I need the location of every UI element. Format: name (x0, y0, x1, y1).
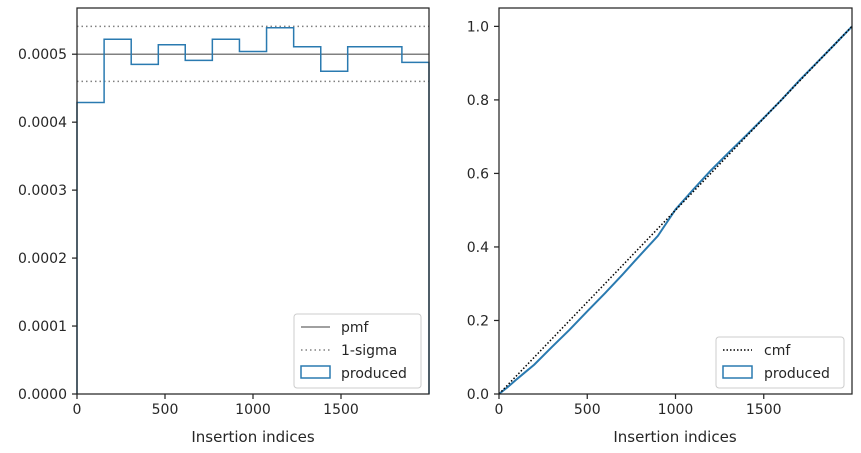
pmf-x-tick-label: 0 (73, 402, 82, 418)
cmf-ticks: 0 500 1000 1500 0.0 0.2 0.4 0.6 0.8 1.0 (467, 19, 782, 418)
cmf-y-tick-label: 0.4 (467, 240, 489, 256)
pmf-y-tick-label: 0.0004 (18, 115, 67, 131)
pmf-y-tick-label: 0.0003 (18, 183, 67, 199)
cmf-axes-frame (498, 7, 853, 395)
pmf-x-tick-label: 1000 (235, 402, 271, 418)
cmf-x-tick-label: 0 (495, 402, 504, 418)
cmf-x-tick-label: 500 (574, 402, 601, 418)
produced-legend-swatch (300, 365, 331, 379)
produced-cdf-legend-label: produced (764, 366, 830, 382)
cmf-x-tick-label: 1000 (658, 402, 694, 418)
pmf-legend-box (293, 313, 422, 389)
pmf-panel: 0 500 1000 1500 0.0000 0.0001 0.0002 0.0003 0.00… (18, 7, 430, 446)
produced-histogram-step (76, 26, 430, 394)
cmf-panel: 0 500 1000 1500 0.0 0.2 0.4 0.6 0.8 1.0 Insertion… (467, 7, 853, 446)
cmf-plot-area (498, 25, 853, 395)
cmf-y-tick-label: 1.0 (467, 19, 489, 35)
cmf-y-tick-label: 0.2 (467, 313, 489, 329)
cmf-y-tick-label: 0.8 (467, 93, 489, 109)
pmf-y-tick-label: 0.0001 (18, 319, 67, 335)
pmf-x-tick-label: 1500 (323, 402, 359, 418)
pmf-y-tick-label: 0.0002 (18, 251, 67, 267)
cmf-legend: cmf produced (715, 336, 845, 389)
cmf-y-tick-label: 0.6 (467, 166, 489, 182)
pmf-ticks: 0 500 1000 1500 0.0000 0.0001 0.0002 0.0003 0.00… (18, 47, 359, 418)
pmf-x-axis-title: Insertion indices (191, 428, 314, 446)
cmf-line (498, 25, 853, 395)
cmf-x-tick-label: 1500 (746, 402, 782, 418)
pmf-x-tick-label: 500 (152, 402, 179, 418)
produced-cdf-line (498, 25, 853, 395)
pmf-y-tick-label: 0.0005 (18, 47, 67, 63)
pmf-legend: pmf 1-sigma produced (293, 313, 422, 389)
pmf-legend-label: pmf (341, 320, 370, 336)
cmf-x-axis-title: Insertion indices (613, 428, 736, 446)
produced-cdf-legend-swatch (722, 365, 753, 379)
pmf-plot-area (76, 25, 430, 394)
cmf-legend-label: cmf (764, 343, 791, 359)
produced-legend-label: produced (341, 366, 407, 382)
cmf-y-tick-label: 0.0 (467, 387, 489, 403)
pmf-y-tick-label: 0.0000 (18, 387, 67, 403)
sigma-legend-label: 1-sigma (341, 343, 397, 359)
